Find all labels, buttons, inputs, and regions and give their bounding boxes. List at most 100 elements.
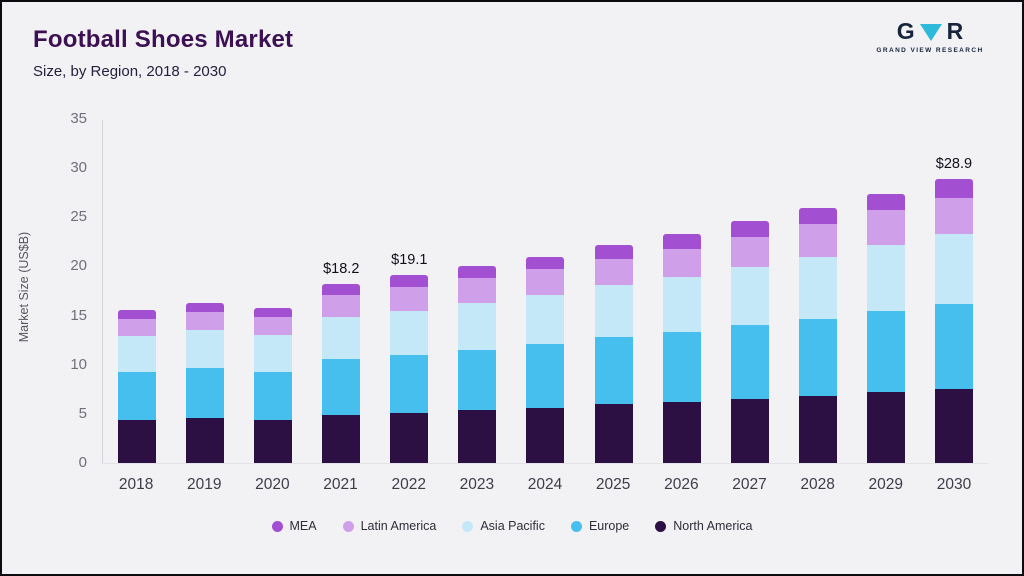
bar-segment-europe — [322, 358, 361, 415]
stacked-bar-2024 — [526, 256, 565, 463]
stacked-bar-2018 — [118, 309, 157, 463]
x-axis-label-2029: 2029 — [868, 476, 904, 493]
value-annotation-2030: $28.9 — [935, 155, 973, 172]
value-annotation-2021: $18.2 — [323, 261, 360, 278]
bar-segment-asia-pacific — [526, 294, 565, 345]
bar-segment-mea — [594, 244, 633, 259]
bar-segment-latin-america — [118, 318, 157, 337]
bar-segment-latin-america — [458, 278, 497, 303]
bar-segment-europe — [254, 371, 293, 420]
stacked-bar-2030 — [934, 178, 973, 463]
stacked-bar-2020 — [254, 307, 293, 463]
bar-segment-europe — [526, 344, 565, 408]
y-tick-label: 35 — [70, 110, 87, 127]
x-axis: 2018 2019 2020 2021 2022 2023 2024 2025 2026 2027… — [102, 476, 988, 494]
y-tick-label: 0 — [78, 454, 87, 471]
bar-segment-europe — [186, 367, 225, 418]
x-axis-label-2024: 2024 — [527, 476, 563, 493]
bar-segment-latin-america — [934, 197, 973, 235]
bar-segment-latin-america — [526, 269, 565, 295]
bar-segment-latin-america — [730, 236, 769, 268]
bar-segment-north-america — [934, 389, 973, 463]
chart-legend: MEA Latin America Asia Pacific Europe North … — [2, 519, 1022, 533]
bar-segment-europe — [934, 303, 973, 390]
bar-segment-asia-pacific — [866, 244, 905, 311]
x-axis-label-2025: 2025 — [595, 476, 631, 493]
logo-letter-r: R — [946, 18, 964, 44]
bar-slot-2027 — [716, 120, 784, 463]
x-axis-label-2026: 2026 — [664, 476, 699, 493]
legend-swatch-icon — [655, 520, 667, 532]
bar-segment-asia-pacific — [662, 277, 701, 333]
bar-segment-latin-america — [186, 311, 225, 331]
bar-slot-2026 — [648, 120, 716, 463]
bar-segment-north-america — [254, 419, 293, 463]
legend-item-latin-america: Latin America — [342, 519, 436, 533]
bar-segment-mea — [254, 307, 293, 317]
logo-letter-g: G — [896, 18, 915, 44]
bar-segment-mea — [866, 193, 905, 211]
bar-segment-mea — [458, 266, 497, 279]
grand-view-research-logo: G R GRAND VIEW RESEARCH — [876, 20, 984, 55]
bar-segment-mea — [186, 302, 225, 312]
x-axis-label-2020: 2020 — [255, 476, 290, 493]
y-axis-title: Market Size (US$B) — [17, 231, 31, 343]
y-tick-label: 20 — [70, 257, 87, 275]
bar-segment-asia-pacific — [458, 302, 497, 350]
bar-slot-2030: $28.9 — [920, 120, 988, 463]
stacked-bar-2021 — [322, 284, 361, 463]
bar-slot-2025 — [580, 120, 648, 463]
bar-segment-north-america — [322, 414, 361, 463]
bar-segment-mea — [730, 221, 769, 237]
bar-segment-asia-pacific — [594, 285, 633, 338]
bar-segment-mea — [934, 178, 973, 198]
bar-segment-asia-pacific — [390, 310, 429, 355]
bar-segment-mea — [390, 275, 429, 288]
bar-segment-europe — [798, 318, 837, 397]
bar-segment-north-america — [730, 399, 769, 463]
bar-segment-latin-america — [866, 210, 905, 245]
bar-segment-europe — [730, 325, 769, 400]
bar-slot-2022: $19.1 — [375, 120, 443, 463]
x-axis-label-2021: 2021 — [323, 476, 358, 493]
bar-segment-mea — [118, 309, 157, 319]
legend-item-europe: Europe — [570, 519, 629, 533]
bar-segment-asia-pacific — [798, 256, 837, 319]
bar-segment-asia-pacific — [254, 335, 293, 372]
logo-glyphs: G R — [876, 20, 984, 43]
bar-segment-north-america — [186, 417, 225, 463]
bar-slot-2029 — [852, 120, 920, 463]
legend-swatch-icon — [271, 520, 283, 532]
bar-slot-2028 — [784, 120, 852, 463]
bar-slot-2023 — [443, 120, 511, 463]
stacked-bar-2019 — [186, 302, 225, 463]
bar-segment-mea — [798, 208, 837, 225]
legend-label: MEA — [289, 519, 317, 533]
y-tick-label: 30 — [70, 159, 87, 177]
bar-segment-north-america — [662, 402, 701, 463]
bar-segment-latin-america — [322, 294, 361, 317]
bar-segment-europe — [118, 371, 157, 420]
bar-slot-2019 — [171, 120, 239, 463]
x-axis-label-2027: 2027 — [732, 476, 767, 493]
bar-segment-mea — [526, 256, 565, 270]
logo-wordmark: GRAND VIEW RESEARCH — [876, 47, 984, 54]
stacked-bar-2023 — [458, 266, 497, 463]
legend-label: North America — [673, 519, 753, 533]
bar-slot-2018 — [103, 120, 171, 463]
bar-slot-2020 — [239, 120, 307, 463]
bar-segment-europe — [458, 349, 497, 410]
bar-segment-asia-pacific — [322, 316, 361, 359]
bar-segment-mea — [322, 284, 361, 295]
bar-segment-latin-america — [798, 224, 837, 257]
x-axis-label-2019: 2019 — [186, 476, 222, 493]
bar-segment-latin-america — [254, 316, 293, 336]
legend-item-mea: MEA — [271, 519, 317, 533]
bar-segment-europe — [390, 354, 429, 413]
bar-segment-latin-america — [594, 258, 633, 286]
legend-swatch-icon — [570, 520, 582, 532]
stacked-bar-2022 — [390, 275, 429, 463]
bar-segment-north-america — [458, 409, 497, 463]
page-title: Football Shoes Market — [33, 26, 294, 53]
